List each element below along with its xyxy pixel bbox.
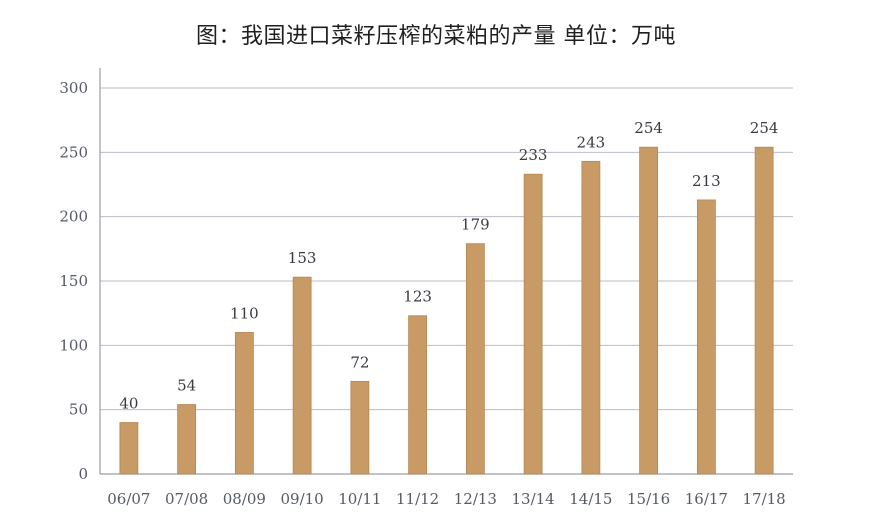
data-labels: 40 54 110 153 72 123 179 233 243 254 213 254: [119, 119, 778, 412]
x-tick-label: 10/11: [338, 490, 381, 508]
data-label: 72: [350, 353, 369, 371]
axes: [99, 68, 793, 475]
data-label: 254: [750, 119, 779, 137]
data-label: 233: [519, 146, 548, 164]
bar-16-17: [696, 199, 716, 475]
bar-13-14: [523, 173, 543, 475]
data-label: 40: [119, 395, 138, 413]
data-label: 254: [634, 119, 663, 137]
x-tick-label: 07/08: [165, 490, 208, 508]
gridlines: [100, 87, 793, 411]
y-tick-label: 150: [59, 272, 88, 290]
bar-08-09: [234, 332, 254, 475]
x-tick-label: 17/18: [743, 490, 786, 508]
data-label: 213: [692, 172, 721, 190]
x-tick-label: 11/12: [396, 490, 439, 508]
data-label: 179: [461, 216, 490, 234]
x-tick-label: 13/14: [512, 490, 555, 508]
y-tick-label: 250: [59, 143, 88, 161]
bars: [119, 146, 774, 475]
data-label: 153: [288, 249, 317, 267]
bar-10-11: [350, 380, 370, 475]
tick-labels: 0 50 100 150 200 250 300 06/07 07/08 08/09 09/10 10…: [59, 79, 785, 508]
bar-14-15: [581, 160, 601, 475]
bar-09-10: [292, 276, 312, 475]
x-tick-label: 09/10: [281, 490, 324, 508]
bar-06-07: [119, 422, 139, 475]
y-tick-label: 100: [59, 336, 88, 354]
y-tick-label: 300: [59, 79, 88, 97]
x-tick-label: 06/07: [107, 490, 150, 508]
x-tick-label: 14/15: [569, 490, 612, 508]
bar-12-13: [465, 243, 485, 475]
data-label: 110: [230, 304, 259, 322]
bar-15-16: [639, 146, 659, 475]
y-tick-label: 0: [78, 465, 88, 483]
x-tick-label: 16/17: [685, 490, 728, 508]
y-tick-label: 200: [59, 208, 88, 226]
data-label: 123: [403, 288, 432, 306]
chart-title: 图：我国进口菜籽压榨的菜粕的产量 单位：万吨: [196, 24, 676, 49]
x-tick-label: 12/13: [454, 490, 497, 508]
bar-11-12: [408, 315, 428, 475]
y-tick-label: 50: [69, 401, 88, 419]
data-label: 243: [577, 133, 606, 151]
x-tick-label: 08/09: [223, 490, 266, 508]
bar-07-08: [177, 404, 197, 475]
bar-17-18: [754, 146, 774, 475]
x-tick-label: 15/16: [627, 490, 670, 508]
data-label: 54: [177, 377, 196, 395]
